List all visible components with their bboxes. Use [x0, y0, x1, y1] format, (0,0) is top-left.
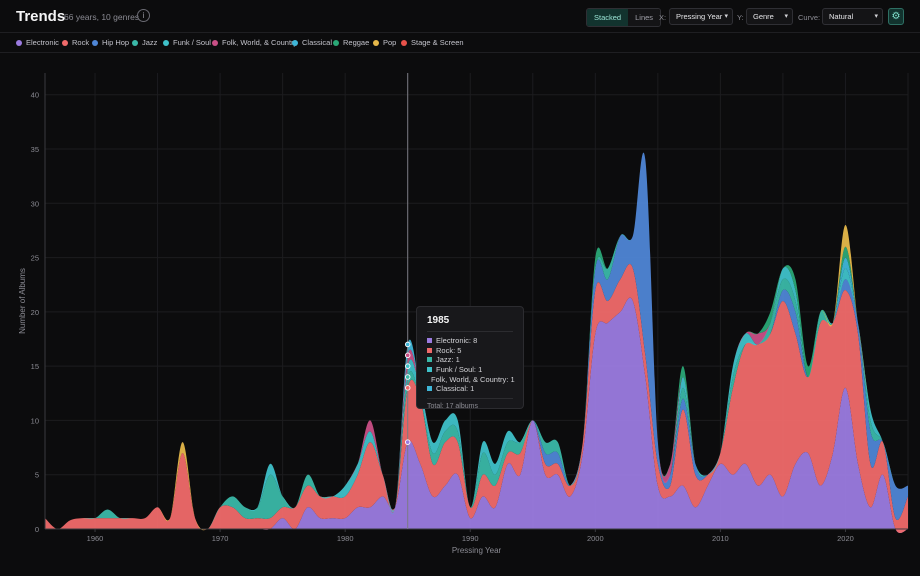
tooltip-total: Total: 17 albums	[427, 397, 513, 410]
mode-stacked-button[interactable]: Stacked	[587, 9, 629, 26]
area-electronic	[45, 297, 908, 534]
hover-point	[404, 363, 411, 369]
tooltip-row-label: Folk, World, & Country: 1	[431, 374, 515, 384]
tooltip-row: Electronic: 8	[427, 336, 513, 346]
tooltip-swatch	[427, 367, 432, 373]
x-tick-label: 2010	[712, 534, 729, 543]
legend-swatch	[132, 39, 138, 46]
hover-point	[404, 385, 411, 391]
y-axis-select-value: Genre	[753, 12, 774, 21]
legend-swatch	[16, 39, 22, 46]
gear-icon[interactable]: ⚙	[888, 8, 904, 25]
y-axis-label: Y:	[737, 13, 744, 22]
legend-swatch	[292, 39, 298, 46]
tooltip-title: 1985	[427, 315, 513, 332]
x-tick-label: 2000	[587, 534, 604, 543]
legend-swatch	[163, 39, 169, 46]
x-axis-label: X:	[659, 13, 667, 22]
legend-label: Jazz	[142, 38, 158, 47]
tooltip-row: Funk / Soul: 1	[427, 365, 513, 375]
tooltip-row-label: Electronic: 8	[436, 336, 478, 346]
chevron-down-icon: ▾	[874, 13, 878, 20]
tooltip-rows: Electronic: 8 Rock: 5 Jazz: 1 Funk / Soul: …	[427, 336, 515, 394]
legend-swatch	[92, 39, 98, 46]
legend-label: Electronic	[26, 38, 59, 47]
chart-mode-toggle: Stacked Lines	[586, 8, 662, 27]
y-tick-label: 25	[31, 254, 39, 263]
legend-item[interactable]: Pop	[373, 38, 396, 47]
tooltip-swatch	[427, 357, 432, 363]
x-axis-select-value: Pressing Year	[676, 12, 723, 21]
legend-swatch	[373, 39, 379, 46]
tooltip-swatch	[427, 386, 432, 392]
tooltip-row: Rock: 5	[427, 346, 513, 356]
hover-point	[404, 341, 411, 348]
legend-item[interactable]: Reggae	[333, 38, 369, 47]
legend-item[interactable]: Funk / Soul	[163, 38, 211, 47]
legend-label: Classical	[302, 38, 333, 47]
tooltip-row: Folk, World, & Country: 1	[427, 374, 515, 384]
tooltip-row: Classical: 1	[427, 384, 513, 394]
y-axis-title: Number of Albums	[18, 268, 27, 334]
legend-item[interactable]: Jazz	[132, 38, 157, 47]
y-tick-label: 30	[31, 199, 39, 208]
stacked-area-chart: 0 5 10 15 20 25 30 35 40 1960 1970 1980 1990 2000 2010…	[18, 73, 909, 555]
tooltip-row: Jazz: 1	[427, 355, 513, 365]
x-tick-label: 1980	[337, 534, 354, 543]
info-icon[interactable]: i	[137, 9, 150, 22]
y-tick-label: 35	[31, 145, 39, 154]
legend-label: Stage & Screen	[411, 38, 464, 47]
y-tick-label: 0	[35, 525, 39, 534]
hover-point	[404, 374, 411, 380]
y-tick-label: 20	[31, 308, 39, 317]
y-tick-label: 5	[35, 471, 39, 480]
legend-item[interactable]: Hip Hop	[92, 38, 129, 47]
top-toolbar: Trends 66 years, 10 genres i Stacked Lin…	[0, 0, 920, 33]
legend-label: Rock	[72, 38, 90, 47]
tooltip-swatch	[427, 347, 432, 353]
tooltip-swatch	[427, 338, 432, 344]
curve-label: Curve:	[798, 13, 821, 22]
mode-lines-button[interactable]: Lines	[628, 9, 661, 26]
legend-swatch	[212, 39, 218, 46]
legend-label: Funk / Soul	[173, 38, 211, 47]
legend-item[interactable]: Folk, World, & Country	[212, 38, 297, 47]
x-tick-label: 1960	[87, 534, 104, 543]
tooltip-row-label: Jazz: 1	[436, 355, 460, 365]
x-axis-select[interactable]: Pressing Year ▾	[669, 8, 733, 25]
y-tick-label: 15	[31, 362, 39, 371]
legend-label: Reggae	[343, 38, 370, 47]
tooltip-row-label: Funk / Soul: 1	[436, 365, 483, 375]
legend-label: Pop	[383, 38, 397, 47]
legend-item[interactable]: Electronic	[16, 38, 59, 47]
chart-legend: Electronic Rock Hip Hop Jazz Funk / Soul Folk…	[0, 33, 920, 53]
legend-swatch	[401, 39, 407, 46]
y-tick-label: 10	[31, 416, 39, 425]
x-tick-label: 1970	[212, 534, 229, 543]
legend-item[interactable]: Classical	[292, 38, 332, 47]
legend-swatch	[62, 39, 68, 46]
curve-select-value: Natural	[829, 12, 854, 21]
legend-label: Folk, World, & Country	[222, 38, 298, 47]
y-axis-select[interactable]: Genre ▾	[746, 8, 793, 25]
legend-item[interactable]: Rock	[62, 38, 89, 47]
chevron-down-icon: ▾	[724, 13, 728, 20]
chevron-down-icon: ▾	[784, 13, 788, 20]
hover-point	[404, 439, 411, 445]
x-tick-label: 1990	[462, 534, 479, 543]
x-axis-title: Pressing Year	[452, 546, 502, 555]
chart-tooltip: 1985 Electronic: 8 Rock: 5 Jazz: 1 Funk / S…	[416, 306, 524, 410]
x-tick-label: 2020	[837, 534, 854, 543]
hover-point	[404, 352, 411, 359]
area-rock	[45, 264, 908, 534]
legend-item[interactable]: Stage & Screen	[401, 38, 464, 47]
legend-swatch	[333, 39, 339, 46]
tooltip-row-label: Rock: 5	[436, 345, 462, 355]
tooltip-row-label: Classical: 1	[436, 384, 475, 394]
y-tick-label: 40	[31, 91, 39, 100]
page-title: Trends	[16, 8, 66, 25]
page-subtitle: 66 years, 10 genres	[64, 12, 140, 22]
curve-select[interactable]: Natural ▾	[822, 8, 883, 25]
legend-label: Hip Hop	[102, 38, 130, 47]
